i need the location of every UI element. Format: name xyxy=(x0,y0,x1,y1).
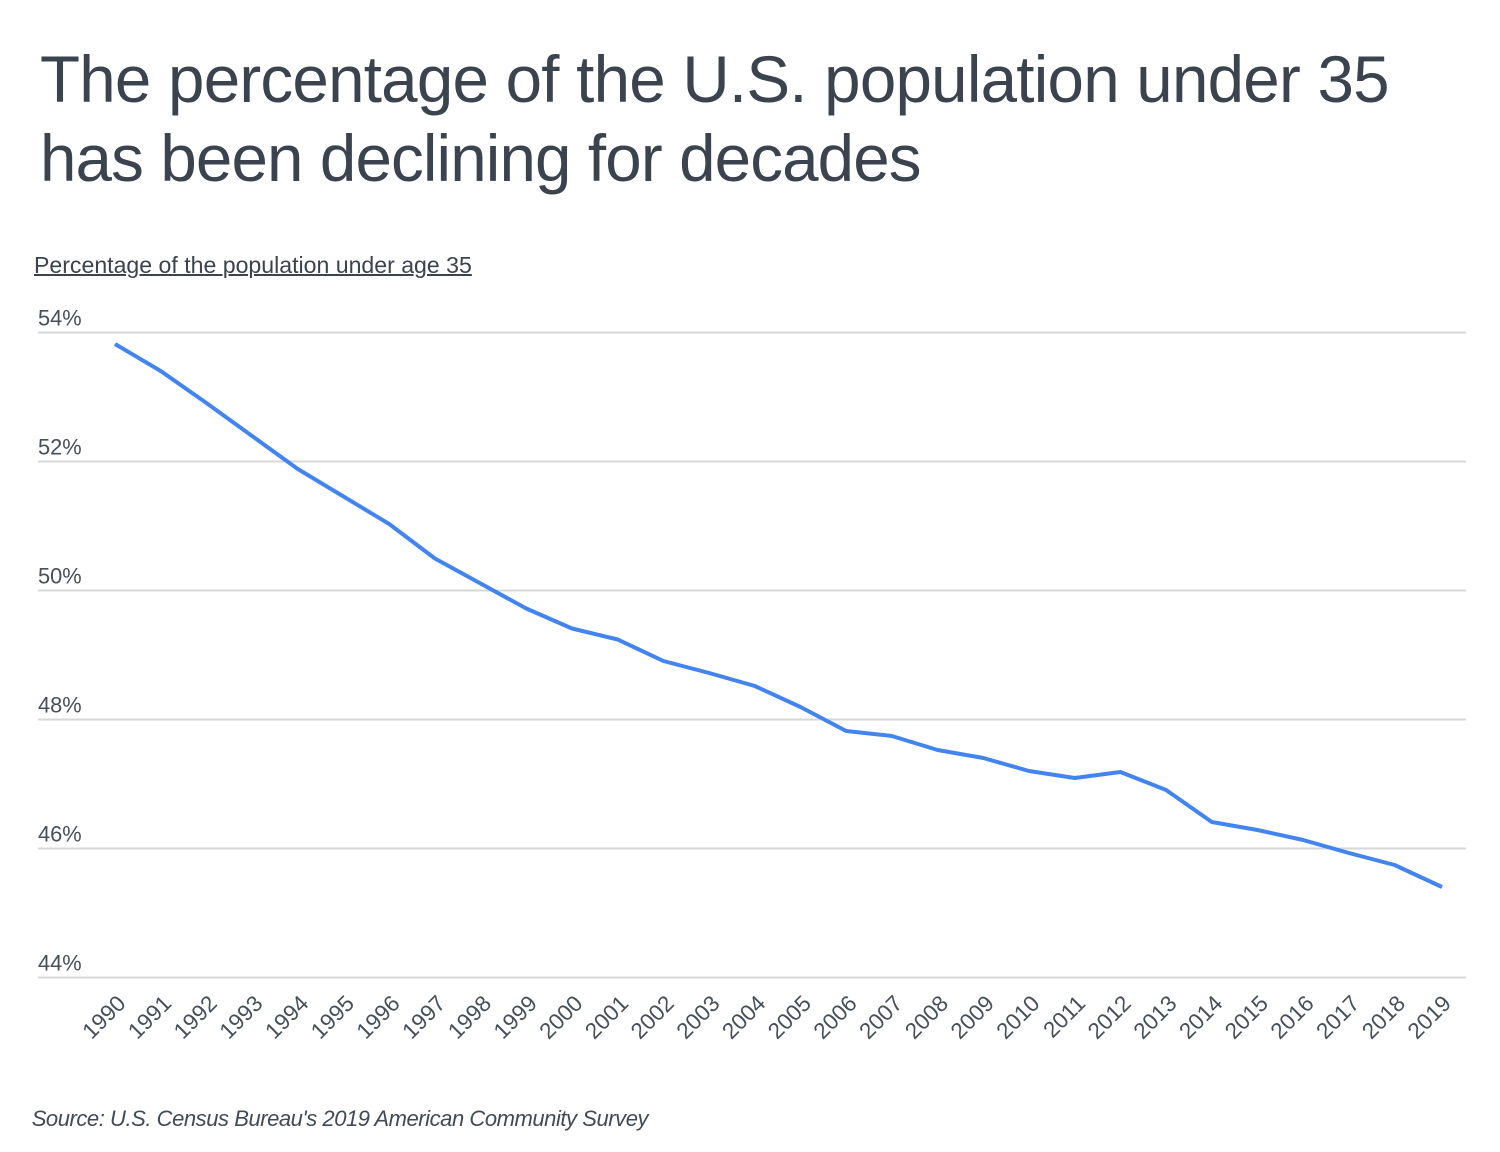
svg-text:1991: 1991 xyxy=(123,991,176,1044)
svg-text:2010: 2010 xyxy=(991,991,1044,1044)
svg-text:2017: 2017 xyxy=(1311,991,1364,1044)
svg-text:2012: 2012 xyxy=(1083,991,1136,1044)
svg-text:1997: 1997 xyxy=(397,991,450,1044)
svg-text:1994: 1994 xyxy=(260,991,313,1044)
svg-text:1996: 1996 xyxy=(352,991,405,1044)
svg-text:1999: 1999 xyxy=(489,991,542,1044)
svg-text:2000: 2000 xyxy=(534,991,587,1044)
svg-text:2002: 2002 xyxy=(626,991,679,1044)
svg-text:2007: 2007 xyxy=(854,991,907,1044)
svg-text:2003: 2003 xyxy=(672,991,725,1044)
svg-text:2004: 2004 xyxy=(717,991,770,1044)
svg-text:2015: 2015 xyxy=(1220,991,1273,1044)
svg-text:2016: 2016 xyxy=(1266,991,1319,1044)
svg-text:2019: 2019 xyxy=(1403,991,1456,1044)
svg-text:2001: 2001 xyxy=(580,991,633,1044)
svg-text:2011: 2011 xyxy=(1038,991,1090,1043)
svg-text:1998: 1998 xyxy=(443,991,496,1044)
svg-text:2008: 2008 xyxy=(900,991,953,1044)
svg-text:1990: 1990 xyxy=(77,991,130,1044)
svg-text:2018: 2018 xyxy=(1357,991,1410,1044)
svg-text:2006: 2006 xyxy=(809,991,862,1044)
svg-text:44%: 44% xyxy=(38,951,82,976)
svg-text:46%: 46% xyxy=(38,822,82,847)
svg-text:2009: 2009 xyxy=(946,991,999,1044)
svg-text:1993: 1993 xyxy=(215,991,268,1044)
svg-text:1995: 1995 xyxy=(306,991,359,1044)
svg-text:2013: 2013 xyxy=(1129,991,1182,1044)
svg-text:54%: 54% xyxy=(38,306,82,331)
svg-text:50%: 50% xyxy=(38,564,82,589)
svg-text:52%: 52% xyxy=(38,435,82,460)
svg-text:2005: 2005 xyxy=(763,991,816,1044)
svg-text:48%: 48% xyxy=(38,693,82,718)
svg-text:1992: 1992 xyxy=(169,991,222,1044)
svg-text:2014: 2014 xyxy=(1174,991,1227,1044)
